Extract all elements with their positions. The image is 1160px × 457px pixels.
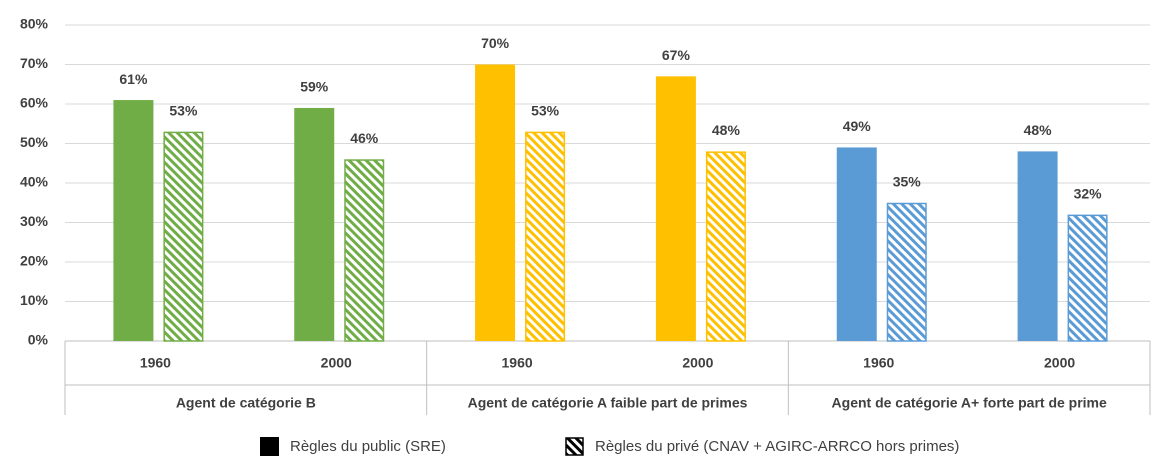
data-label: 49%: [843, 118, 872, 134]
data-label: 32%: [1074, 185, 1103, 201]
legend-label: Règles du public (SRE): [290, 438, 446, 455]
bar: [294, 107, 335, 341]
data-label: 46%: [350, 130, 379, 146]
y-tick-label: 30%: [20, 213, 49, 229]
bar: [475, 64, 516, 341]
bar: [1017, 151, 1058, 341]
data-label: 61%: [119, 71, 148, 87]
y-tick-label: 20%: [20, 253, 49, 269]
legend-label: Règles du privé (CNAV + AGIRC-ARRCO hors…: [595, 438, 959, 455]
y-tick-label: 80%: [20, 16, 49, 32]
group-label: Agent de catégorie A faible part de prim…: [468, 395, 748, 411]
bar: [525, 131, 566, 342]
data-label: 35%: [893, 173, 922, 189]
y-tick-label: 10%: [20, 292, 49, 308]
data-label: 59%: [300, 79, 329, 95]
bar: [886, 202, 927, 342]
bar: [163, 131, 204, 342]
y-tick-label: 60%: [20, 95, 49, 111]
group-label: Agent de catégorie A+ forte part de prim…: [832, 395, 1107, 411]
bar: [344, 159, 385, 342]
x-tick-label: 2000: [682, 355, 713, 371]
x-tick-label: 1960: [140, 355, 171, 371]
x-tick-label: 1960: [502, 355, 533, 371]
x-tick-label: 1960: [863, 355, 894, 371]
data-label: 53%: [531, 102, 560, 118]
bar: [836, 147, 877, 341]
bar: [655, 76, 696, 341]
y-tick-label: 0%: [28, 332, 49, 348]
legend-swatch: [260, 437, 279, 456]
x-tick-label: 2000: [1044, 355, 1075, 371]
y-tick-label: 70%: [20, 55, 49, 71]
bar: [705, 151, 746, 342]
x-tick-label: 2000: [321, 355, 352, 371]
data-label: 53%: [169, 102, 198, 118]
data-label: 48%: [712, 122, 741, 138]
y-tick-label: 40%: [20, 174, 49, 190]
bar: [1067, 214, 1108, 342]
data-label: 48%: [1024, 122, 1053, 138]
y-tick-label: 50%: [20, 134, 49, 150]
bar: [113, 100, 154, 341]
group-label: Agent de catégorie B: [176, 395, 316, 411]
data-label: 70%: [481, 35, 510, 51]
legend-swatch: [565, 437, 584, 456]
data-label: 67%: [662, 47, 691, 63]
